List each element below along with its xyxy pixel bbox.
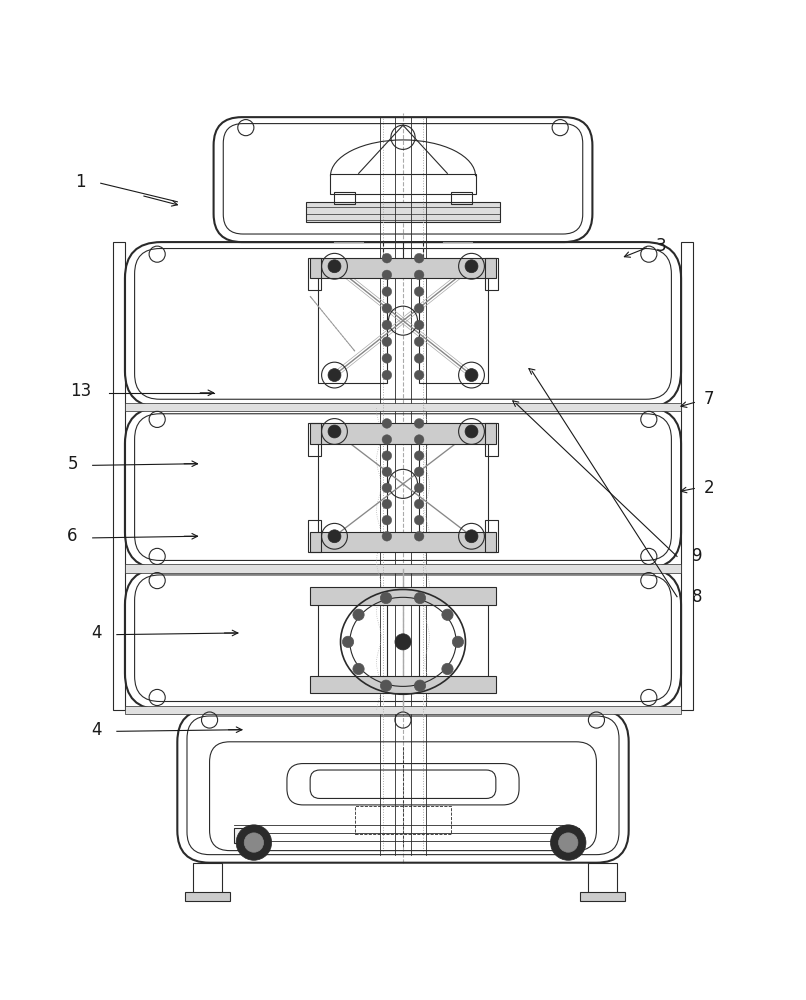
Bar: [419, 431, 488, 544]
Circle shape: [382, 467, 392, 477]
Circle shape: [465, 369, 478, 382]
Circle shape: [559, 833, 578, 852]
Circle shape: [328, 260, 341, 273]
Bar: [306, 202, 500, 222]
Circle shape: [236, 825, 272, 860]
Circle shape: [382, 253, 392, 263]
Circle shape: [382, 435, 392, 444]
Circle shape: [550, 825, 586, 860]
Circle shape: [395, 634, 411, 650]
Circle shape: [382, 419, 392, 428]
Text: 8: 8: [692, 588, 703, 606]
Circle shape: [382, 515, 392, 525]
Bar: [334, 192, 355, 204]
Circle shape: [465, 530, 478, 543]
Circle shape: [414, 515, 424, 525]
Bar: [580, 892, 625, 901]
Circle shape: [353, 609, 364, 620]
Bar: [310, 258, 496, 278]
Circle shape: [382, 303, 392, 313]
Bar: [234, 828, 256, 843]
Bar: [485, 423, 498, 456]
Circle shape: [414, 499, 424, 509]
Circle shape: [414, 320, 424, 330]
Circle shape: [414, 451, 424, 461]
Circle shape: [382, 287, 392, 296]
Bar: [355, 806, 451, 834]
Bar: [318, 593, 387, 685]
Bar: [556, 828, 579, 843]
Bar: [419, 593, 488, 685]
Circle shape: [414, 253, 424, 263]
Text: 3: 3: [655, 237, 667, 255]
Circle shape: [382, 499, 392, 509]
Circle shape: [414, 270, 424, 280]
Circle shape: [414, 303, 424, 313]
Text: 4: 4: [91, 624, 102, 642]
Text: 2: 2: [704, 479, 715, 497]
Bar: [113, 242, 125, 710]
Circle shape: [328, 530, 341, 543]
Bar: [125, 564, 681, 573]
Text: 13: 13: [70, 382, 91, 400]
Circle shape: [382, 451, 392, 461]
Bar: [330, 174, 476, 194]
Circle shape: [465, 260, 478, 273]
Text: 7: 7: [704, 390, 715, 408]
Circle shape: [414, 419, 424, 428]
Bar: [681, 242, 693, 710]
Bar: [318, 266, 387, 383]
Text: 4: 4: [91, 721, 102, 739]
Circle shape: [382, 531, 392, 541]
Circle shape: [343, 636, 354, 647]
Bar: [485, 258, 498, 290]
Circle shape: [414, 467, 424, 477]
Circle shape: [382, 483, 392, 493]
Circle shape: [382, 354, 392, 363]
Circle shape: [414, 592, 426, 604]
Circle shape: [353, 663, 364, 675]
Bar: [451, 192, 472, 204]
Bar: [125, 706, 681, 714]
Circle shape: [414, 435, 424, 444]
Circle shape: [414, 337, 424, 347]
Circle shape: [380, 680, 392, 691]
Circle shape: [452, 636, 463, 647]
Circle shape: [382, 320, 392, 330]
Bar: [318, 431, 387, 544]
Bar: [308, 258, 321, 290]
Circle shape: [328, 425, 341, 438]
Bar: [419, 266, 488, 383]
Circle shape: [382, 270, 392, 280]
Circle shape: [244, 833, 264, 852]
Circle shape: [382, 337, 392, 347]
Bar: [308, 520, 321, 552]
Bar: [308, 423, 321, 456]
Circle shape: [382, 370, 392, 380]
Text: 5: 5: [67, 455, 78, 473]
Bar: [588, 863, 617, 895]
Bar: [485, 520, 498, 552]
Circle shape: [328, 369, 341, 382]
Circle shape: [414, 354, 424, 363]
Circle shape: [414, 287, 424, 296]
Circle shape: [414, 531, 424, 541]
Circle shape: [380, 592, 392, 604]
Bar: [310, 423, 496, 444]
Text: 6: 6: [67, 527, 78, 545]
Circle shape: [442, 609, 453, 620]
Circle shape: [442, 663, 453, 675]
Circle shape: [414, 483, 424, 493]
Circle shape: [414, 370, 424, 380]
Bar: [125, 403, 681, 411]
Bar: [185, 892, 230, 901]
Bar: [310, 532, 496, 552]
Bar: [310, 587, 496, 605]
Circle shape: [414, 680, 426, 691]
Circle shape: [465, 425, 478, 438]
Bar: [310, 676, 496, 693]
Bar: [193, 863, 222, 895]
Text: 9: 9: [692, 547, 703, 565]
Text: 1: 1: [75, 173, 86, 191]
